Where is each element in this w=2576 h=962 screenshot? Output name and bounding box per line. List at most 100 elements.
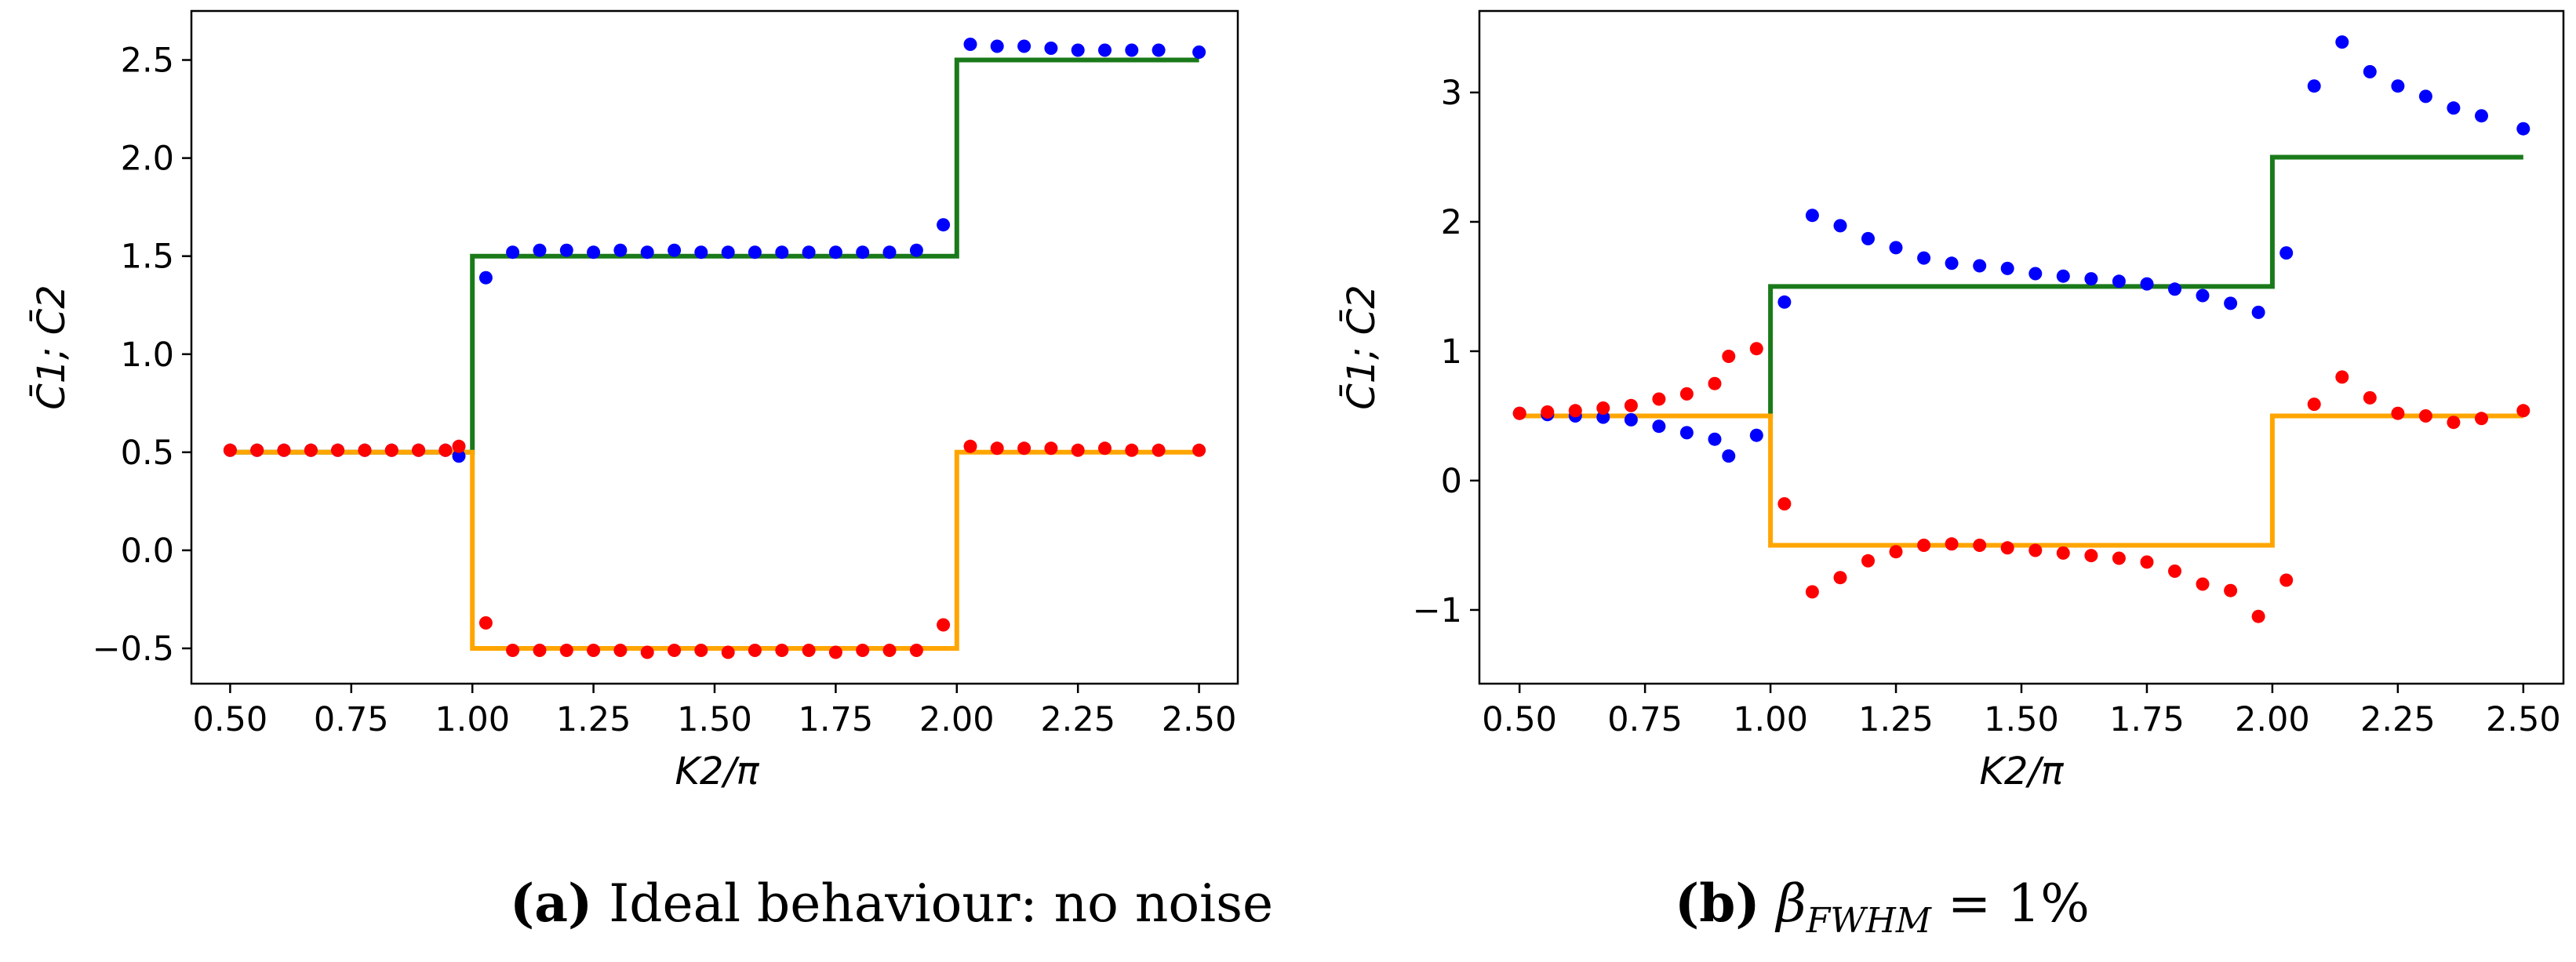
data-point-c1 bbox=[1652, 419, 1666, 434]
data-point-c1 bbox=[1722, 449, 1736, 463]
data-point-c2 bbox=[1568, 404, 1582, 418]
data-point-c2 bbox=[2140, 555, 2154, 569]
data-point-c2 bbox=[640, 645, 654, 659]
axes-frame bbox=[190, 9, 1239, 685]
caption-a-text: Ideal behaviour: no noise bbox=[592, 873, 1274, 934]
ideal-line-c1 bbox=[230, 57, 1199, 455]
y-tick-label: 3 bbox=[1441, 74, 1462, 113]
data-point-c2 bbox=[1945, 537, 1959, 551]
data-point-c2 bbox=[533, 644, 547, 657]
data-point-c1 bbox=[1708, 432, 1722, 446]
data-point-c2 bbox=[587, 644, 601, 657]
data-point-c1 bbox=[2224, 296, 2238, 310]
data-point-c2 bbox=[358, 443, 372, 457]
data-point-c2 bbox=[412, 443, 426, 457]
x-tick-label: 1.50 bbox=[677, 700, 752, 739]
data-point-c2 bbox=[2196, 577, 2210, 591]
data-point-c1 bbox=[2084, 272, 2098, 286]
data-point-c2 bbox=[1861, 554, 1875, 568]
data-point-c1 bbox=[1017, 39, 1031, 53]
x-tick-label: 1.75 bbox=[799, 700, 874, 739]
data-point-c2 bbox=[2000, 541, 2014, 555]
data-point-c2 bbox=[2168, 564, 2181, 578]
data-point-c2 bbox=[802, 644, 816, 657]
data-point-c2 bbox=[1722, 350, 1736, 363]
data-point-c1 bbox=[856, 245, 870, 260]
x-tick-label: 0.50 bbox=[193, 700, 268, 739]
data-point-c2 bbox=[452, 439, 466, 453]
data-point-c1 bbox=[721, 245, 735, 260]
y-tick-label: 2 bbox=[1441, 203, 1462, 242]
x-axis-label: K2/π bbox=[675, 750, 759, 793]
y-tick-label: 0.0 bbox=[121, 532, 174, 571]
caption-b-rest: = 1% bbox=[1930, 873, 2090, 934]
x-tick-label: 1.50 bbox=[1984, 700, 2059, 739]
ideal-line-c2 bbox=[230, 449, 1199, 651]
data-point-c2 bbox=[2056, 546, 2070, 560]
data-point-c1 bbox=[2418, 89, 2432, 103]
data-point-c2 bbox=[1917, 539, 1931, 552]
data-point-c2 bbox=[828, 645, 842, 659]
y-tick-label: −0.5 bbox=[93, 630, 174, 669]
data-point-c2 bbox=[2363, 390, 2377, 405]
data-point-c2 bbox=[963, 439, 977, 453]
data-point-c2 bbox=[1152, 443, 1166, 457]
data-point-c2 bbox=[223, 443, 237, 457]
data-point-c2 bbox=[1541, 405, 1555, 419]
data-point-c1 bbox=[640, 245, 654, 260]
data-point-c2 bbox=[1833, 571, 1847, 585]
data-point-c1 bbox=[2335, 35, 2349, 49]
data-point-c1 bbox=[2475, 109, 2488, 123]
x-tick-label: 2.00 bbox=[919, 700, 995, 739]
data-point-c1 bbox=[2516, 122, 2531, 136]
data-point-c2 bbox=[856, 644, 870, 657]
data-point-c2 bbox=[2447, 416, 2461, 430]
panel-b: 0.50 0.75 1.00 1.25 1.50 1.75 2.00 2.25 2.50 −1 0 1… bbox=[1339, 9, 2565, 793]
x-tick-label: 2.50 bbox=[1162, 700, 1237, 739]
data-point-c2 bbox=[937, 618, 951, 632]
data-point-c1 bbox=[1973, 259, 1987, 273]
data-point-c2 bbox=[304, 443, 318, 457]
y-tick-label: 0 bbox=[1441, 462, 1462, 501]
panel-a: 0.50 0.75 1.00 1.25 1.50 1.75 2.00 2.25 2.50 −0.5… bbox=[29, 9, 1239, 793]
caption-b-sub: FWHM bbox=[1806, 901, 1931, 942]
y-tick-label: 1 bbox=[1441, 332, 1462, 372]
data-point-c1 bbox=[506, 245, 520, 260]
data-point-c2 bbox=[2112, 551, 2126, 565]
data-point-c2 bbox=[613, 644, 628, 657]
data-point-c2 bbox=[2516, 404, 2531, 418]
x-tick-label: 2.00 bbox=[2235, 700, 2310, 739]
data-point-c1 bbox=[2028, 267, 2043, 281]
data-point-c2 bbox=[2335, 370, 2349, 384]
data-point-c1 bbox=[2112, 274, 2126, 289]
data-point-c2 bbox=[1624, 398, 1638, 412]
data-point-c2 bbox=[250, 443, 264, 457]
data-point-c2 bbox=[331, 443, 345, 457]
data-point-c2 bbox=[2418, 409, 2432, 423]
data-point-c1 bbox=[2140, 277, 2154, 291]
data-point-c1 bbox=[1044, 42, 1058, 55]
x-tick-label: 0.75 bbox=[314, 700, 389, 739]
data-point-c2 bbox=[1777, 497, 1792, 511]
x-tick-label: 0.75 bbox=[1607, 700, 1683, 739]
data-point-c2 bbox=[2224, 583, 2238, 597]
data-point-c2 bbox=[1679, 387, 1694, 401]
data-point-c1 bbox=[2000, 261, 2014, 275]
data-point-c1 bbox=[1749, 428, 1763, 442]
data-point-c1 bbox=[748, 245, 762, 260]
data-point-c1 bbox=[613, 243, 628, 257]
data-point-c1 bbox=[694, 245, 708, 260]
data-point-c1 bbox=[1917, 251, 1931, 265]
data-point-c1 bbox=[1679, 426, 1694, 440]
y-axis-label: C̄1; C̄2 bbox=[29, 285, 74, 410]
data-point-c2 bbox=[1125, 443, 1139, 457]
x-tick-label: 1.25 bbox=[1858, 700, 1934, 739]
data-point-c2 bbox=[694, 644, 708, 657]
data-point-c2 bbox=[1708, 376, 1722, 390]
data-point-c1 bbox=[2196, 289, 2210, 303]
y-tick-label: 2.0 bbox=[121, 140, 174, 179]
data-point-c2 bbox=[721, 645, 735, 659]
data-point-c2 bbox=[1805, 585, 1819, 599]
data-point-c2 bbox=[2251, 609, 2265, 623]
data-point-c2 bbox=[1192, 443, 1206, 457]
